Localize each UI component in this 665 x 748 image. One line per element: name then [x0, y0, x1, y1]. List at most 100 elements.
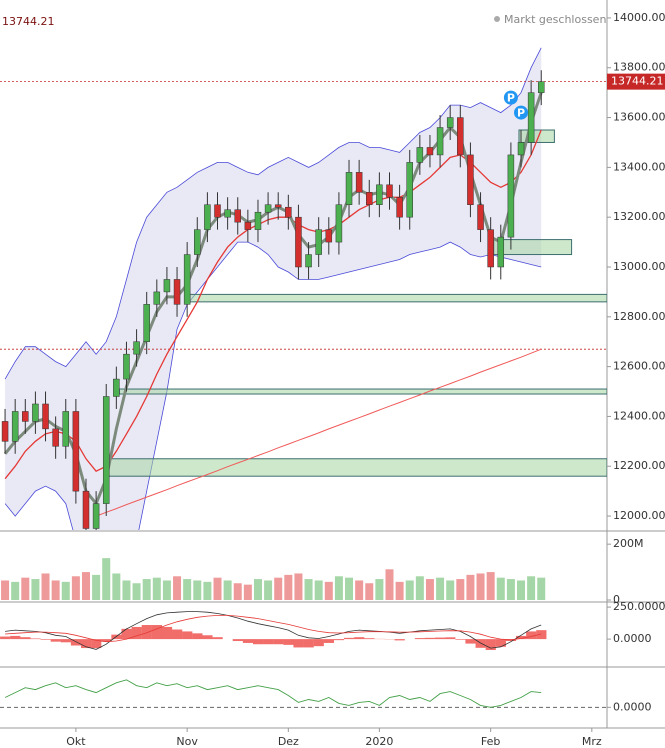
histogram-bar: [313, 639, 324, 647]
candle-body: [42, 403, 49, 430]
candle-body: [264, 204, 272, 213]
histogram-bar: [455, 639, 466, 640]
volume-bar: [476, 573, 485, 600]
histogram-bar: [526, 631, 537, 640]
volume-bar: [92, 574, 101, 600]
y-tick-label: 13600.00: [613, 111, 665, 124]
volume-bar: [102, 558, 111, 600]
candle-body: [467, 154, 474, 205]
volume-bar: [436, 577, 445, 600]
y-tick-label: 0: [613, 593, 620, 606]
volume-bar: [274, 577, 283, 600]
volume-bar: [506, 579, 515, 600]
volume-bar: [132, 583, 141, 600]
histogram-bar: [212, 637, 223, 640]
y-tick-label: 12600.00: [613, 360, 665, 373]
volume-bar: [142, 579, 151, 600]
volume-bar: [71, 576, 80, 600]
volume-bar: [243, 584, 252, 600]
histogram-bar: [70, 639, 82, 646]
indicator-line: [4, 679, 542, 708]
volume-bar: [213, 577, 222, 600]
histogram-bar: [131, 626, 142, 640]
zone: [103, 458, 607, 477]
volume-bar: [21, 577, 30, 600]
price-panel: [0, 47, 607, 530]
candle-body: [325, 229, 333, 243]
candle-body: [224, 209, 231, 218]
volume-bar: [112, 573, 121, 600]
marker-label: P: [517, 107, 525, 120]
candle-body: [345, 172, 353, 205]
volume-bar: [415, 576, 424, 600]
volume-bar: [264, 580, 273, 600]
candle-body: [274, 204, 282, 208]
band-line: [4, 47, 542, 380]
histogram-bar: [91, 639, 102, 649]
histogram-bar: [60, 639, 71, 643]
histogram-bar: [283, 639, 294, 645]
candle-body: [163, 279, 171, 293]
histogram-bar: [192, 633, 203, 640]
volume-bar: [395, 581, 404, 600]
volume-bar: [375, 579, 384, 600]
histogram-bar: [424, 637, 436, 640]
macd-line: [5, 611, 542, 650]
volume-bar: [324, 581, 333, 600]
histogram-bar: [50, 639, 61, 642]
histogram-bar: [141, 625, 152, 640]
volume-bar: [365, 583, 374, 600]
candle-body: [113, 378, 120, 397]
marker: [503, 90, 518, 105]
candle-body: [123, 353, 130, 380]
signal-line: [5, 615, 542, 643]
volume-bar: [355, 580, 364, 600]
volume-bar: [527, 576, 536, 600]
volume-bar: [334, 576, 343, 600]
zone: [118, 388, 607, 395]
candle-body: [406, 162, 413, 218]
candle-body: [366, 192, 373, 205]
volume-bar: [314, 580, 323, 600]
volume-bar: [61, 581, 70, 600]
histogram-bar: [293, 639, 304, 648]
y-tick-label: 12200.00: [613, 459, 665, 472]
histogram-bar: [445, 637, 456, 640]
price-box-label: 13744.21: [611, 75, 664, 88]
marker: [514, 105, 529, 120]
candle-body: [396, 197, 403, 218]
candle-body: [62, 411, 70, 447]
marker-label: P: [507, 92, 515, 105]
candle-body: [305, 254, 312, 268]
histogram-bar: [242, 639, 254, 643]
candle-body: [102, 396, 110, 504]
histogram-bar: [435, 637, 446, 640]
volume-bar: [173, 576, 182, 600]
volume-bar: [81, 572, 90, 600]
candle-body: [244, 221, 252, 230]
candle-body: [32, 403, 39, 422]
histogram-bar: [182, 631, 193, 640]
histogram-bar: [273, 639, 284, 645]
candle-body: [143, 304, 150, 342]
histogram-bar: [101, 639, 112, 642]
histogram-bar: [20, 637, 31, 640]
candle-body: [315, 229, 322, 255]
volume-bar: [162, 580, 171, 600]
histogram-bar: [30, 638, 41, 640]
candle-body: [436, 127, 444, 156]
histogram-bar: [516, 635, 527, 640]
y-tick-label: 0.0000: [613, 700, 652, 713]
candle-body: [204, 204, 211, 230]
histogram-bar: [202, 635, 213, 640]
y-tick-label: 13800.00: [613, 61, 665, 74]
volume-bar: [41, 573, 50, 600]
candle-body: [72, 411, 80, 492]
candle-body: [52, 428, 59, 447]
candle-body: [517, 142, 525, 156]
candle-body: [92, 503, 100, 529]
volume-bar: [233, 583, 242, 600]
x-tick-label: Feb: [481, 735, 500, 748]
y-tick-label: 13000.00: [613, 260, 665, 273]
